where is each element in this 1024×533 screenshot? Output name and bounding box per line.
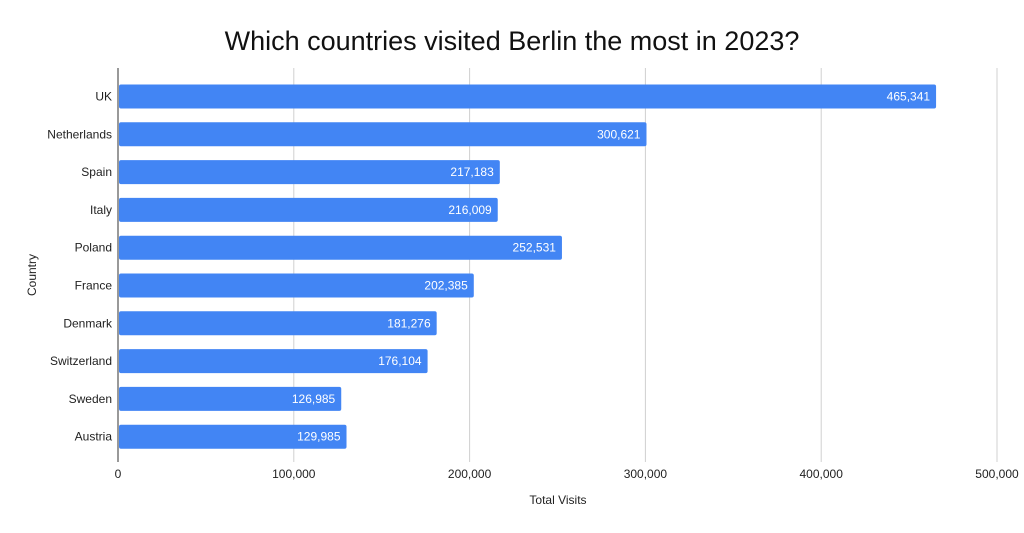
- bar: [119, 122, 647, 147]
- bar: [119, 386, 342, 411]
- x-axis-title: Total Visits: [529, 493, 586, 507]
- data-label: 126,985: [292, 392, 336, 406]
- x-tick-label: 300,000: [624, 467, 668, 481]
- bar: [119, 273, 474, 298]
- bar: [119, 160, 500, 185]
- data-label: 202,385: [424, 279, 468, 293]
- data-label: 216,009: [448, 203, 492, 217]
- y-axis-title: Country: [25, 254, 39, 296]
- data-label: 181,276: [387, 316, 431, 330]
- data-label: 300,621: [597, 127, 641, 141]
- category-label: Italy: [90, 203, 112, 217]
- x-tick-label: 0: [115, 467, 122, 481]
- category-label: Switzerland: [50, 354, 112, 368]
- data-label: 217,183: [450, 165, 494, 179]
- x-tick-labels: 0 100,000 200,000 300,000 400,000 500,000: [115, 467, 1019, 481]
- category-label: Spain: [81, 165, 112, 179]
- x-tick-label: 500,000: [975, 467, 1019, 481]
- bar: [119, 311, 437, 336]
- x-tick-label: 100,000: [272, 467, 316, 481]
- data-label: 465,341: [887, 90, 931, 104]
- bar: [119, 424, 347, 449]
- category-label: Austria: [75, 430, 113, 444]
- bars: 465,341 300,621 217,183 216,009 252,531 202,3…: [119, 84, 937, 449]
- category-label: France: [75, 279, 113, 293]
- category-labels: UK Netherlands Spain Italy Poland France Denma…: [47, 90, 113, 444]
- bar: [119, 349, 428, 374]
- bar: [119, 235, 562, 260]
- category-label: UK: [95, 90, 112, 104]
- chart-title: Which countries visited Berlin the most …: [225, 26, 800, 56]
- bar: [119, 197, 498, 222]
- category-label: Denmark: [63, 316, 113, 330]
- data-label: 129,985: [297, 430, 341, 444]
- category-label: Netherlands: [47, 127, 112, 141]
- data-label: 176,104: [378, 354, 422, 368]
- category-label: Poland: [75, 241, 112, 255]
- bar: [119, 84, 937, 109]
- data-label: 252,531: [513, 241, 557, 255]
- x-tick-label: 200,000: [448, 467, 492, 481]
- category-label: Sweden: [69, 392, 112, 406]
- x-tick-label: 400,000: [800, 467, 844, 481]
